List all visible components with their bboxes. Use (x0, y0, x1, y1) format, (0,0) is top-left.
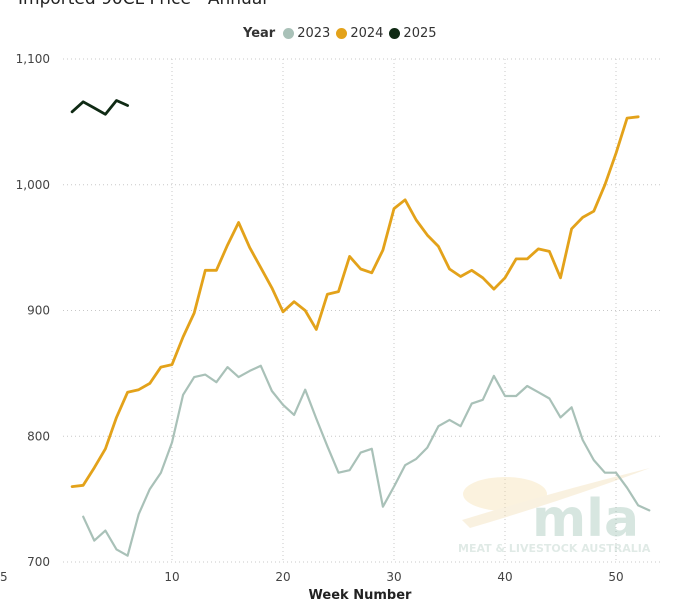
y-tick-label: 700 (27, 555, 50, 569)
x-tick-label: 20 (275, 570, 290, 584)
legend-label-2024: 2024 (350, 26, 384, 41)
x-tick-label: 50 (608, 570, 623, 584)
chart-title: Imported 90CL Price - Annual (18, 0, 267, 9)
legend: Year 2023 2024 2025 (243, 26, 443, 41)
x-tick-label: 40 (497, 570, 512, 584)
x-axis-title: Week Number (309, 588, 412, 600)
y-tick-label: 900 (27, 304, 50, 318)
y-tick-label: 800 (27, 429, 50, 443)
y-tick-label: 1,100 (16, 52, 50, 66)
series-lines (70, 99, 651, 557)
legend-marker-2025 (389, 28, 401, 39)
legend-label-2023: 2023 (297, 26, 331, 41)
x-tick-label: 30 (386, 570, 401, 584)
legend-title: Year (243, 26, 276, 41)
y-tick-label: 1,000 (16, 178, 50, 192)
series-line-2025[interactable] (70, 99, 129, 116)
mla-watermark: mla MEAT & LIVESTOCK AUSTRALIA (458, 468, 651, 555)
axis-ticks: 700 800 900 1,000 1,100 10 20 30 40 50 (16, 52, 624, 584)
mla-logo-swoosh-icon (462, 468, 650, 528)
legend-item-2023[interactable]: 2023 (283, 26, 330, 41)
x-tick-label: 10 (164, 570, 179, 584)
mla-logo-text: mla (532, 489, 639, 549)
series-line-2023[interactable] (82, 364, 651, 557)
legend-marker-2024 (336, 28, 348, 39)
x-axis-edge-label: 5 (0, 570, 8, 584)
mla-tagline: MEAT & LIVESTOCK AUSTRALIA (458, 542, 651, 555)
legend-item-2024[interactable]: 2024 (336, 26, 383, 41)
legend-marker-2023 (283, 28, 295, 39)
mla-logo-sun-icon (463, 477, 547, 511)
series-line-2024[interactable] (70, 115, 640, 488)
legend-item-2025[interactable]: 2025 (389, 26, 437, 41)
legend-label-2025: 2025 (403, 26, 437, 41)
